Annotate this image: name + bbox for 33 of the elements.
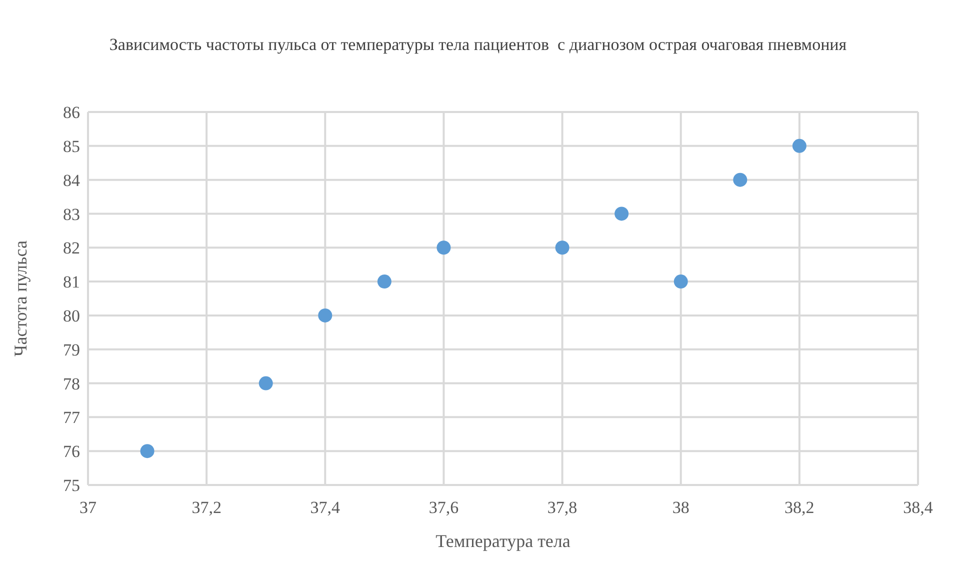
point xyxy=(792,138,806,153)
x-tick-label: 38,2 xyxy=(784,498,814,518)
point xyxy=(614,206,629,221)
x-tick-label: 38,4 xyxy=(903,498,934,518)
chart-title: Зависимость частоты пульса от температуры тела пациентов с диагнозом острая очаговая пневмония xyxy=(108,34,848,56)
x-tick-label: 38 xyxy=(672,498,690,518)
x-tick-label: 37 xyxy=(80,498,97,518)
x-tick-label: 37,4 xyxy=(310,498,341,518)
point xyxy=(674,274,688,289)
y-tick-label: 75 xyxy=(63,476,80,496)
x-tick-label: 37,2 xyxy=(192,498,222,518)
point xyxy=(258,376,273,390)
x-tick-label: 37,6 xyxy=(428,498,459,518)
point xyxy=(318,308,332,322)
y-tick-label: 76 xyxy=(63,442,80,462)
y-tick-label: 83 xyxy=(63,204,80,224)
point xyxy=(555,240,570,255)
y-axis-title: Частота пульса xyxy=(10,240,30,356)
y-tick-label: 85 xyxy=(63,136,80,156)
y-tick-label: 86 xyxy=(63,103,80,122)
y-tick-label: 82 xyxy=(63,238,80,258)
y-tick-label: 80 xyxy=(63,306,80,326)
y-tick-label: 78 xyxy=(63,374,80,394)
x-axis-title: Температура тела xyxy=(436,531,570,551)
point xyxy=(140,444,154,458)
x-tick-label: 37,8 xyxy=(547,498,578,518)
point xyxy=(436,240,451,255)
point xyxy=(377,274,392,289)
y-tick-label: 81 xyxy=(63,272,80,292)
point xyxy=(733,172,748,187)
y-tick-label: 77 xyxy=(63,408,80,428)
y-tick-label: 84 xyxy=(63,170,80,190)
y-tick-label: 79 xyxy=(63,340,80,360)
